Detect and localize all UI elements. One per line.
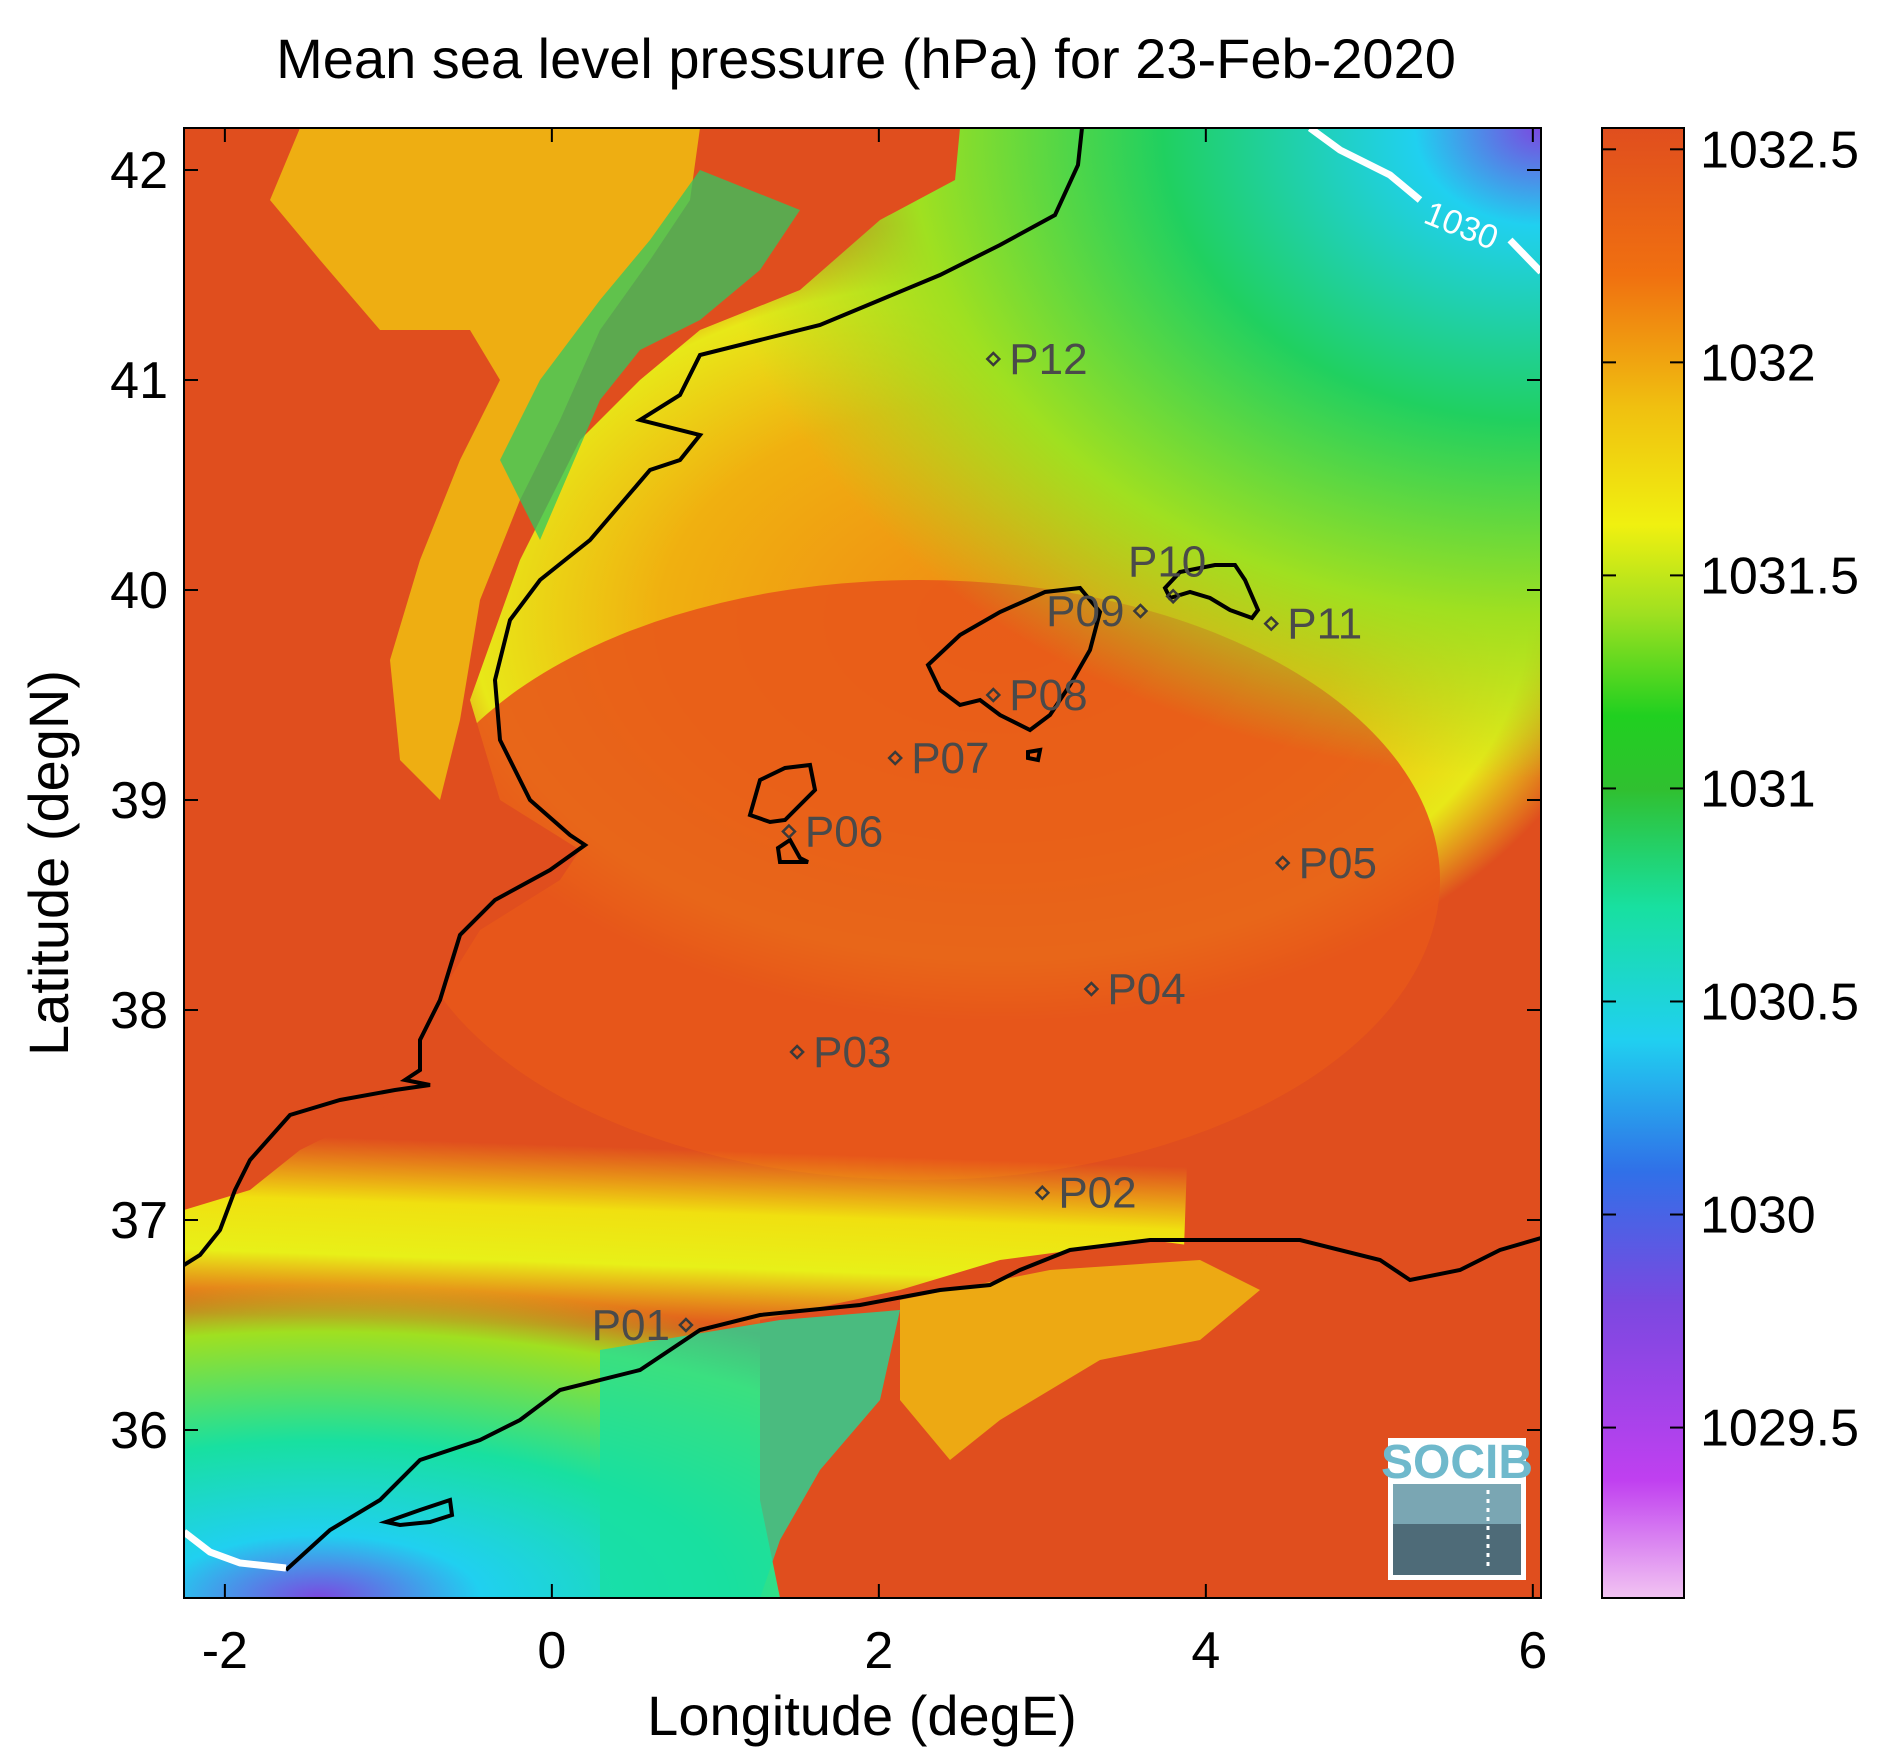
coastline-alboran-island [378,1497,455,1528]
station-marker-p04 [1083,981,1100,997]
coastline-iberia [184,128,1084,1267]
coastline-menorca [1162,563,1261,621]
colorbar-tick-label: 1029.5 [1700,1400,1859,1458]
x-tick-label: 4 [1191,1622,1220,1680]
y-axis-label: Latitude (degN) [17,670,80,1056]
map-frame [183,127,1542,1599]
x-tick-label: -2 [202,1622,248,1680]
station-label-p10: P10 [1128,537,1206,586]
station-marker-p10 [1165,588,1181,605]
coastline-africa [284,1236,1541,1572]
station-label-p05: P05 [1299,839,1377,888]
x-tick-label: 2 [864,1622,893,1680]
contour-1030-northeast [1307,128,1541,275]
station-label-p12: P12 [1009,335,1087,384]
station-marker-p11 [1263,615,1279,632]
station-label-p07: P07 [911,734,989,783]
colorbar-tick-label: 1030 [1700,1187,1816,1245]
iberia-land-field [184,128,960,1210]
station-marker-p01 [678,1317,694,1333]
y-axis-ticks: 36 37 38 39 40 41 42 [110,142,1541,1460]
station-marker-p12 [985,351,1002,367]
station-label-p01: P01 [592,1301,670,1350]
x-axis-label: Longitude (degE) [647,1684,1077,1747]
station-marker-p08 [985,687,1002,703]
socib-logo-water-highlight [1393,1484,1521,1524]
station-label-p11: P11 [1287,600,1362,649]
chart-title: Mean sea level pressure (hPa) for 23-Feb… [276,27,1456,90]
y-tick-label: 42 [110,142,168,200]
coastline-cabrera [1026,747,1043,763]
station-label-p08: P08 [1009,671,1087,720]
colorbar: 1029.5 1030 1030.5 1031 1031.5 1032 1032.5 [1601,121,1859,1599]
y-tick-label: 37 [110,1192,168,1250]
africa-cyan-fringe [600,1310,900,1598]
x-axis-ticks: -2 0 2 4 6 [202,128,1547,1680]
y-tick-label: 36 [110,1402,168,1460]
station-marker-p05 [1274,855,1291,871]
y-tick-label: 41 [110,352,168,410]
colorbar-ticks: 1029.5 1030 1030.5 1031 1031.5 1032 1032.5 [1602,121,1859,1458]
x-tick-label: 6 [1518,1622,1547,1680]
colorbar-tick-label: 1031.5 [1700,547,1859,605]
y-tick-label: 39 [110,772,168,830]
station-marker-p09 [1132,603,1149,619]
socib-logo: SOCIB [1381,1436,1533,1580]
coastline-ibiza [747,762,818,825]
coastline-mallorca [925,585,1103,733]
socib-logo-text: SOCIB [1381,1436,1533,1489]
station-marker-p03 [789,1044,805,1060]
station-marker-p02 [1034,1184,1051,1201]
coastline-formentera [775,837,809,864]
colorbar-tick-label: 1032 [1700,334,1816,392]
iberia-green-fringe [500,170,800,540]
station-label-p06: P06 [805,808,883,857]
colorbar-strip [1601,127,1685,1599]
station-label-p02: P02 [1058,1169,1136,1218]
y-tick-label: 38 [110,982,168,1040]
colorbar-tick-label: 1031 [1700,760,1816,818]
station-label-p09: P09 [1046,587,1124,636]
iberia-yellow-fringe [270,128,700,800]
colorbar-tick-label: 1032.5 [1700,121,1859,179]
station-marker-p06 [781,823,797,840]
station-label-p04: P04 [1107,965,1185,1014]
colorbar-tick-label: 1030.5 [1700,973,1859,1031]
station-marker-p07 [887,750,903,766]
station-label-p03: P03 [813,1028,891,1077]
africa-yellow-fringe [900,1260,1260,1460]
x-tick-label: 0 [537,1622,566,1680]
y-tick-label: 40 [110,562,168,620]
contour-1030-southwest [184,1529,287,1572]
map-panel: 1030 P01P02P03P04P05P06P07P08P09P10P11P1… [184,128,1541,1598]
